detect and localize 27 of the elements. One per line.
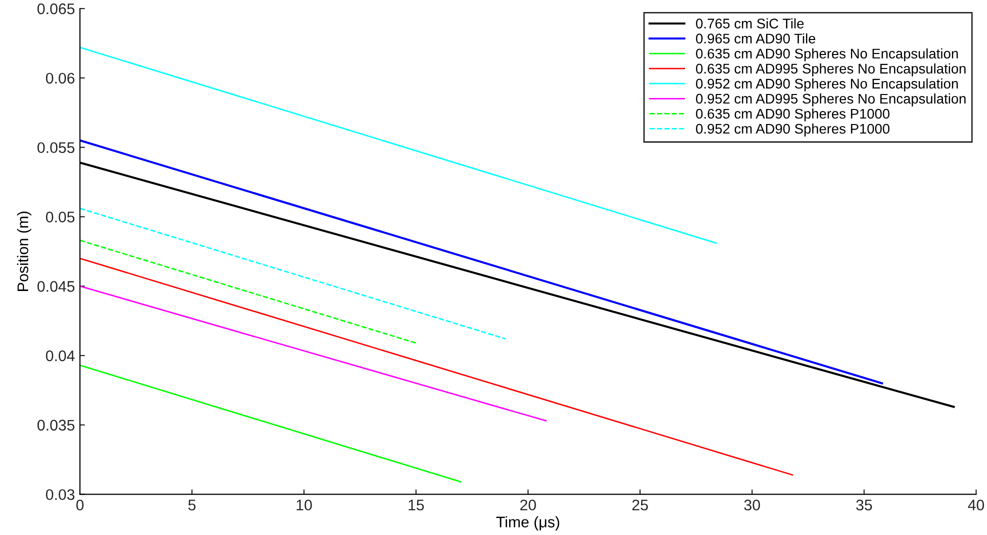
legend-label: 0.765 cm SiC Tile: [696, 18, 804, 28]
x-tick-label: 0: [76, 500, 84, 510]
x-axis-title: Time (μs): [496, 516, 560, 530]
x-tick-label: 30: [744, 500, 760, 510]
legend-label: 0.952 cm AD90 Spheres No Encapsulation: [696, 78, 958, 92]
y-tick-label: 0.045: [37, 281, 74, 292]
y-tick-label: 0.065: [37, 3, 74, 14]
legend-label: 0.965 cm AD90 Tile: [696, 33, 816, 44]
legend-label: 0.952 cm AD995 Spheres No Encapsulation: [696, 93, 966, 106]
y-tick-label: 0.055: [37, 142, 74, 154]
legend-label: 0.635 cm AD995 Spheres No Encapsulation: [696, 63, 966, 76]
legend-label: 0.635 cm AD90 Spheres P1000: [696, 108, 890, 122]
x-tick-label: 15: [408, 500, 424, 510]
y-tick-label: 0.05: [46, 212, 74, 222]
y-tick-label: 0.03: [46, 489, 74, 500]
x-tick-label: 5: [188, 500, 196, 510]
y-tick-label: 0.04: [46, 350, 75, 362]
y-tick-label: 0.06: [46, 72, 74, 84]
x-tick-label: 20: [520, 500, 536, 510]
legend-label: 0.635 cm AD90 Spheres No Encapsulation: [696, 48, 958, 62]
x-tick-label: 10: [296, 500, 312, 510]
x-tick-label: 25: [632, 500, 648, 510]
y-tick-label: 0.035: [37, 420, 74, 431]
x-tick-label: 40: [968, 500, 984, 510]
y-axis-title: Position (m): [17, 212, 32, 291]
legend-label: 0.952 cm AD90 Spheres P1000: [696, 123, 890, 136]
x-tick-label: 35: [856, 500, 872, 510]
